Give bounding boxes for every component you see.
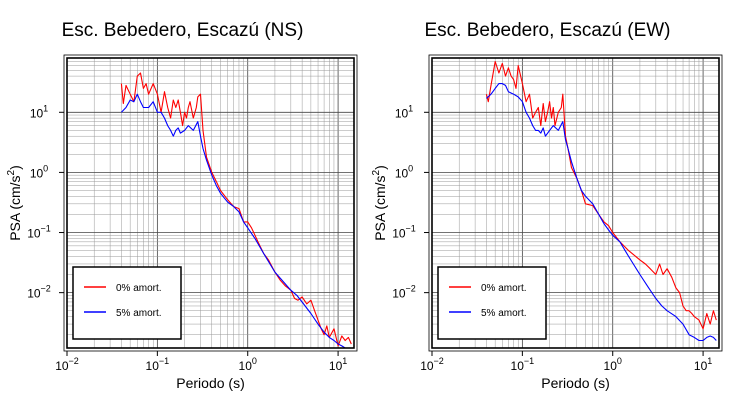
legend-box (437, 266, 547, 340)
y-tick-label: 10−2 (392, 284, 416, 301)
series-line-amort-5 (486, 83, 717, 342)
x-axis-label: Periodo (s) (541, 375, 609, 391)
y-tick-label: 100 (30, 163, 48, 180)
chart-panel-ew: Esc. Bebedero, Escazú (EW) 10−2 10−1 100 10… (365, 0, 730, 400)
chart-ns: 10−2 10−1 100 101 10−2 10−1 100 101 Periodo (s) P… (6, 54, 358, 391)
legend-box (72, 266, 182, 340)
y-tick-label: 101 (395, 103, 413, 120)
plot-frame (431, 57, 720, 349)
series-line-amort-5 (121, 93, 352, 349)
y-axis-label: PSA (cm/s2) (6, 165, 23, 241)
x-tick-label: 100 (604, 356, 622, 373)
y-tick-label: 10−1 (27, 224, 51, 241)
x-tick-label: 10−2 (55, 356, 79, 373)
x-tick-label: 10−2 (420, 356, 444, 373)
plot-frame (66, 57, 355, 349)
legend-label: 5% amort. (481, 308, 527, 319)
legend: 0% amort. 5% amort. (72, 266, 182, 340)
legend-label: 0% amort. (481, 283, 527, 294)
y-tick-label: 10−1 (392, 224, 416, 241)
plot-frame-outer (428, 54, 723, 352)
grid (431, 57, 719, 348)
y-tick-label: 10−2 (27, 284, 51, 301)
chart-ew: 10−2 10−1 100 101 10−2 10−1 100 101 Periodo (s) P… (371, 54, 723, 391)
y-tick-label: 101 (30, 103, 48, 120)
x-axis-label: Periodo (s) (176, 375, 244, 391)
chart-title: Esc. Bebedero, Escazú (EW) (424, 20, 671, 41)
x-tick-label: 101 (694, 356, 712, 373)
y-axis-label: PSA (cm/s2) (371, 165, 388, 241)
chart-panel-ns: Esc. Bebedero, Escazú (NS) 10−2 10−1 100 10… (6, 20, 358, 391)
legend-label: 5% amort. (116, 308, 162, 319)
x-tick-label: 101 (329, 356, 347, 373)
plot-frame-outer (63, 54, 358, 352)
legend-label: 0% amort. (116, 283, 162, 294)
chart-title: Esc. Bebedero, Escazú (NS) (61, 20, 304, 41)
series-line-amort-0 (485, 60, 717, 330)
x-tick-label: 10−1 (511, 356, 535, 373)
series-line-amort-0 (120, 72, 352, 347)
x-tick-label: 100 (239, 356, 257, 373)
legend: 0% amort. 5% amort. (437, 266, 547, 340)
x-tick-label: 10−1 (146, 356, 170, 373)
y-tick-label: 100 (395, 163, 413, 180)
